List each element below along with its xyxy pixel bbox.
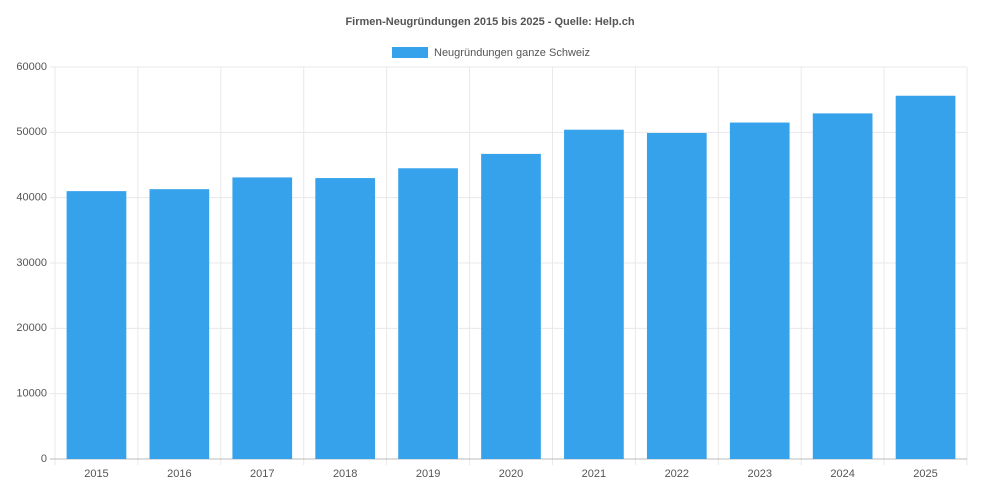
bar xyxy=(66,191,127,459)
bar xyxy=(895,95,956,459)
x-tick-label: 2022 xyxy=(665,468,689,480)
y-tick-label: 30000 xyxy=(16,257,47,269)
bar xyxy=(481,153,541,460)
bar xyxy=(564,129,624,459)
x-tick-label: 2017 xyxy=(250,468,274,480)
bar xyxy=(729,122,790,460)
y-tick-label: 60000 xyxy=(16,61,47,73)
bar xyxy=(315,178,376,460)
legend-label: Neugründungen ganze Schweiz xyxy=(434,47,590,59)
y-tick-label: 40000 xyxy=(16,192,47,204)
bar xyxy=(398,168,458,459)
y-tick-label: 20000 xyxy=(16,322,47,334)
y-tick-label: 10000 xyxy=(16,388,47,400)
y-tick-label: 50000 xyxy=(16,126,47,138)
x-tick-label: 2021 xyxy=(582,468,606,480)
bar xyxy=(646,132,707,459)
legend-swatch xyxy=(392,47,428,58)
x-tick-label: 2023 xyxy=(747,468,771,480)
chart-title: Firmen-Neugründungen 2015 bis 2025 - Que… xyxy=(345,16,634,28)
bar xyxy=(232,177,293,459)
x-tick-label: 2019 xyxy=(416,468,440,480)
x-tick-label: 2024 xyxy=(830,468,854,480)
x-tick-label: 2025 xyxy=(913,468,937,480)
x-tick-label: 2016 xyxy=(167,468,191,480)
bar xyxy=(812,113,873,460)
bar xyxy=(149,189,210,459)
y-tick-label: 0 xyxy=(41,453,47,465)
x-tick-label: 2020 xyxy=(499,468,523,480)
x-tick-label: 2018 xyxy=(333,468,357,480)
x-tick-label: 2015 xyxy=(84,468,108,480)
